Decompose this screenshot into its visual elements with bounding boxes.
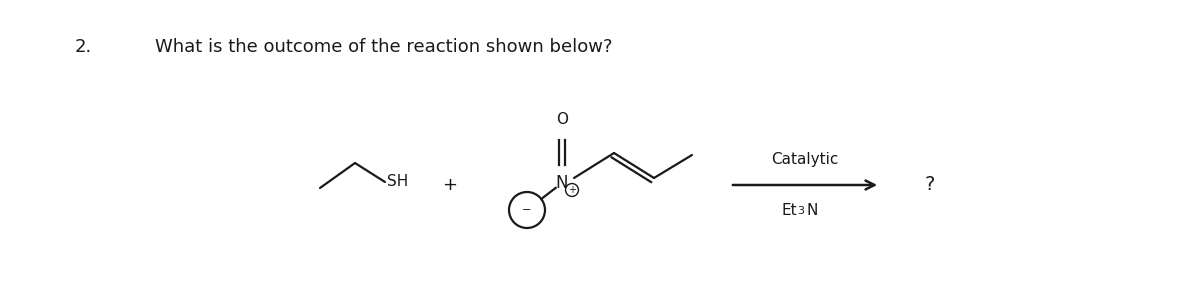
Text: SH: SH — [386, 175, 408, 190]
Text: −: − — [522, 205, 532, 215]
Text: 2.: 2. — [74, 38, 92, 56]
Text: O: O — [556, 112, 568, 127]
Text: What is the outcome of the reaction shown below?: What is the outcome of the reaction show… — [155, 38, 612, 56]
Text: Catalytic: Catalytic — [772, 152, 839, 167]
Text: +: + — [568, 185, 576, 195]
Text: N: N — [556, 174, 569, 192]
Text: N: N — [808, 203, 818, 218]
Text: 3: 3 — [797, 206, 804, 216]
Text: ?: ? — [925, 176, 935, 195]
Text: +: + — [443, 176, 457, 194]
Text: Et: Et — [781, 203, 797, 218]
